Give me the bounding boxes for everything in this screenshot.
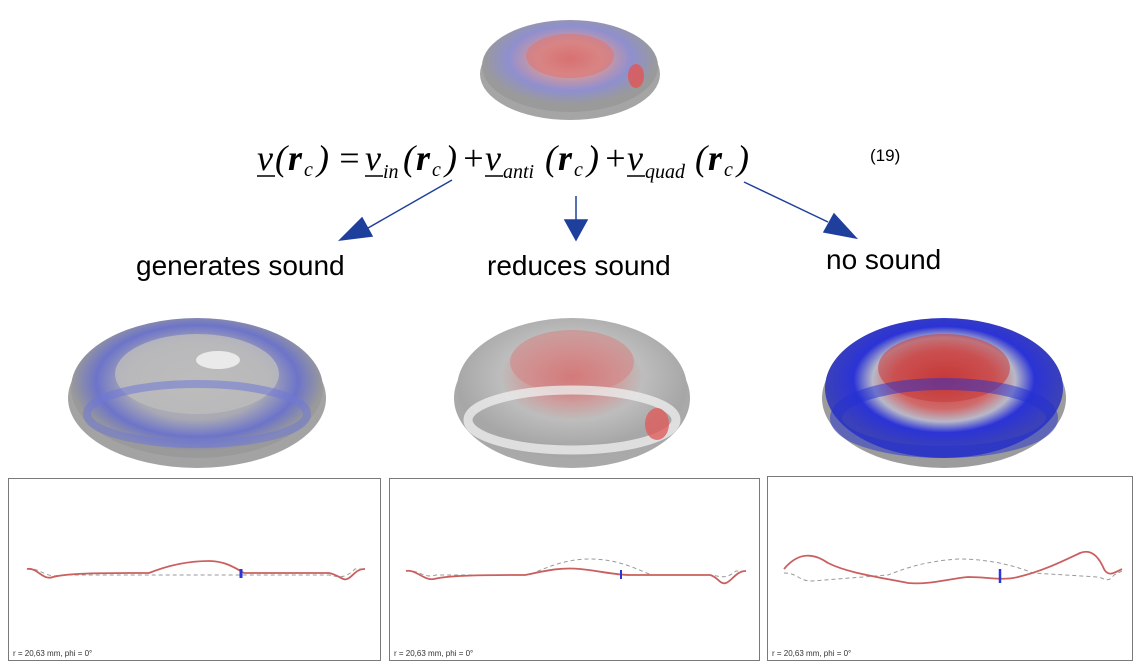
arrow-to-no-sound-line bbox=[743, 181, 829, 223]
svg-text:+: + bbox=[461, 138, 485, 178]
membrane-quadrature-image bbox=[820, 302, 1068, 472]
membrane-antiphase-image bbox=[452, 302, 692, 470]
svg-text:): ) bbox=[315, 138, 329, 178]
deflection-profile bbox=[26, 560, 366, 581]
svg-text:): ) bbox=[585, 138, 599, 178]
label-generates-sound: generates sound bbox=[136, 250, 345, 281]
svg-text:c: c bbox=[724, 159, 733, 181]
svg-text:(: ( bbox=[695, 138, 709, 178]
reference-profile bbox=[405, 558, 746, 578]
svg-text:+: + bbox=[603, 138, 627, 178]
svg-text:r: r bbox=[708, 138, 723, 178]
svg-text:(: ( bbox=[403, 138, 417, 178]
label-no-sound: no sound bbox=[826, 244, 942, 275]
svg-text:v: v bbox=[485, 138, 501, 178]
arrow-to-generates-line bbox=[367, 179, 453, 229]
svg-text:v: v bbox=[365, 138, 381, 178]
svg-text:r: r bbox=[288, 138, 303, 178]
equation-number: (19) bbox=[870, 146, 901, 165]
membrane-in-phase-image bbox=[66, 302, 328, 470]
deflection-profile bbox=[783, 550, 1123, 585]
svg-text:v: v bbox=[257, 138, 273, 178]
panel-caption: r = 20,63 mm, phi = 0° bbox=[394, 649, 474, 658]
svg-text:c: c bbox=[432, 159, 441, 181]
svg-text:c: c bbox=[574, 159, 583, 181]
arrow-to-reduces-head bbox=[563, 219, 589, 242]
svg-text:(: ( bbox=[275, 138, 289, 178]
svg-text:anti: anti bbox=[503, 161, 534, 183]
svg-text:): ) bbox=[735, 138, 749, 178]
arrow-to-generates-head bbox=[337, 216, 374, 242]
profile-panel-in-phase: r = 20,63 mm, phi = 0° bbox=[8, 478, 381, 661]
panel-caption: r = 20,63 mm, phi = 0° bbox=[13, 649, 93, 658]
svg-text:in: in bbox=[383, 161, 399, 183]
panel-caption: r = 20,63 mm, phi = 0° bbox=[772, 649, 852, 658]
svg-text:r: r bbox=[416, 138, 431, 178]
deflection-profile bbox=[405, 567, 747, 585]
svg-text:r: r bbox=[558, 138, 573, 178]
label-reduces-sound: reduces sound bbox=[487, 250, 671, 281]
arrow-to-no-sound-head bbox=[822, 212, 859, 240]
profile-panel-quadrature: r = 20,63 mm, phi = 0° bbox=[767, 476, 1133, 661]
svg-text:c: c bbox=[304, 159, 313, 181]
velocity-decomposition-equation: v ( r c ) = v in ( r c ) + v anti ( r c … bbox=[255, 136, 815, 186]
profile-panel-antiphase: r = 20,63 mm, phi = 0° bbox=[389, 478, 760, 661]
svg-text:v: v bbox=[627, 138, 643, 178]
reference-profile bbox=[26, 568, 365, 578]
svg-text:(: ( bbox=[545, 138, 559, 178]
svg-text:quad: quad bbox=[645, 161, 686, 183]
svg-text:=: = bbox=[337, 138, 361, 178]
svg-text:): ) bbox=[443, 138, 457, 178]
reference-profile bbox=[783, 558, 1123, 582]
membrane-combined-image bbox=[478, 6, 663, 124]
